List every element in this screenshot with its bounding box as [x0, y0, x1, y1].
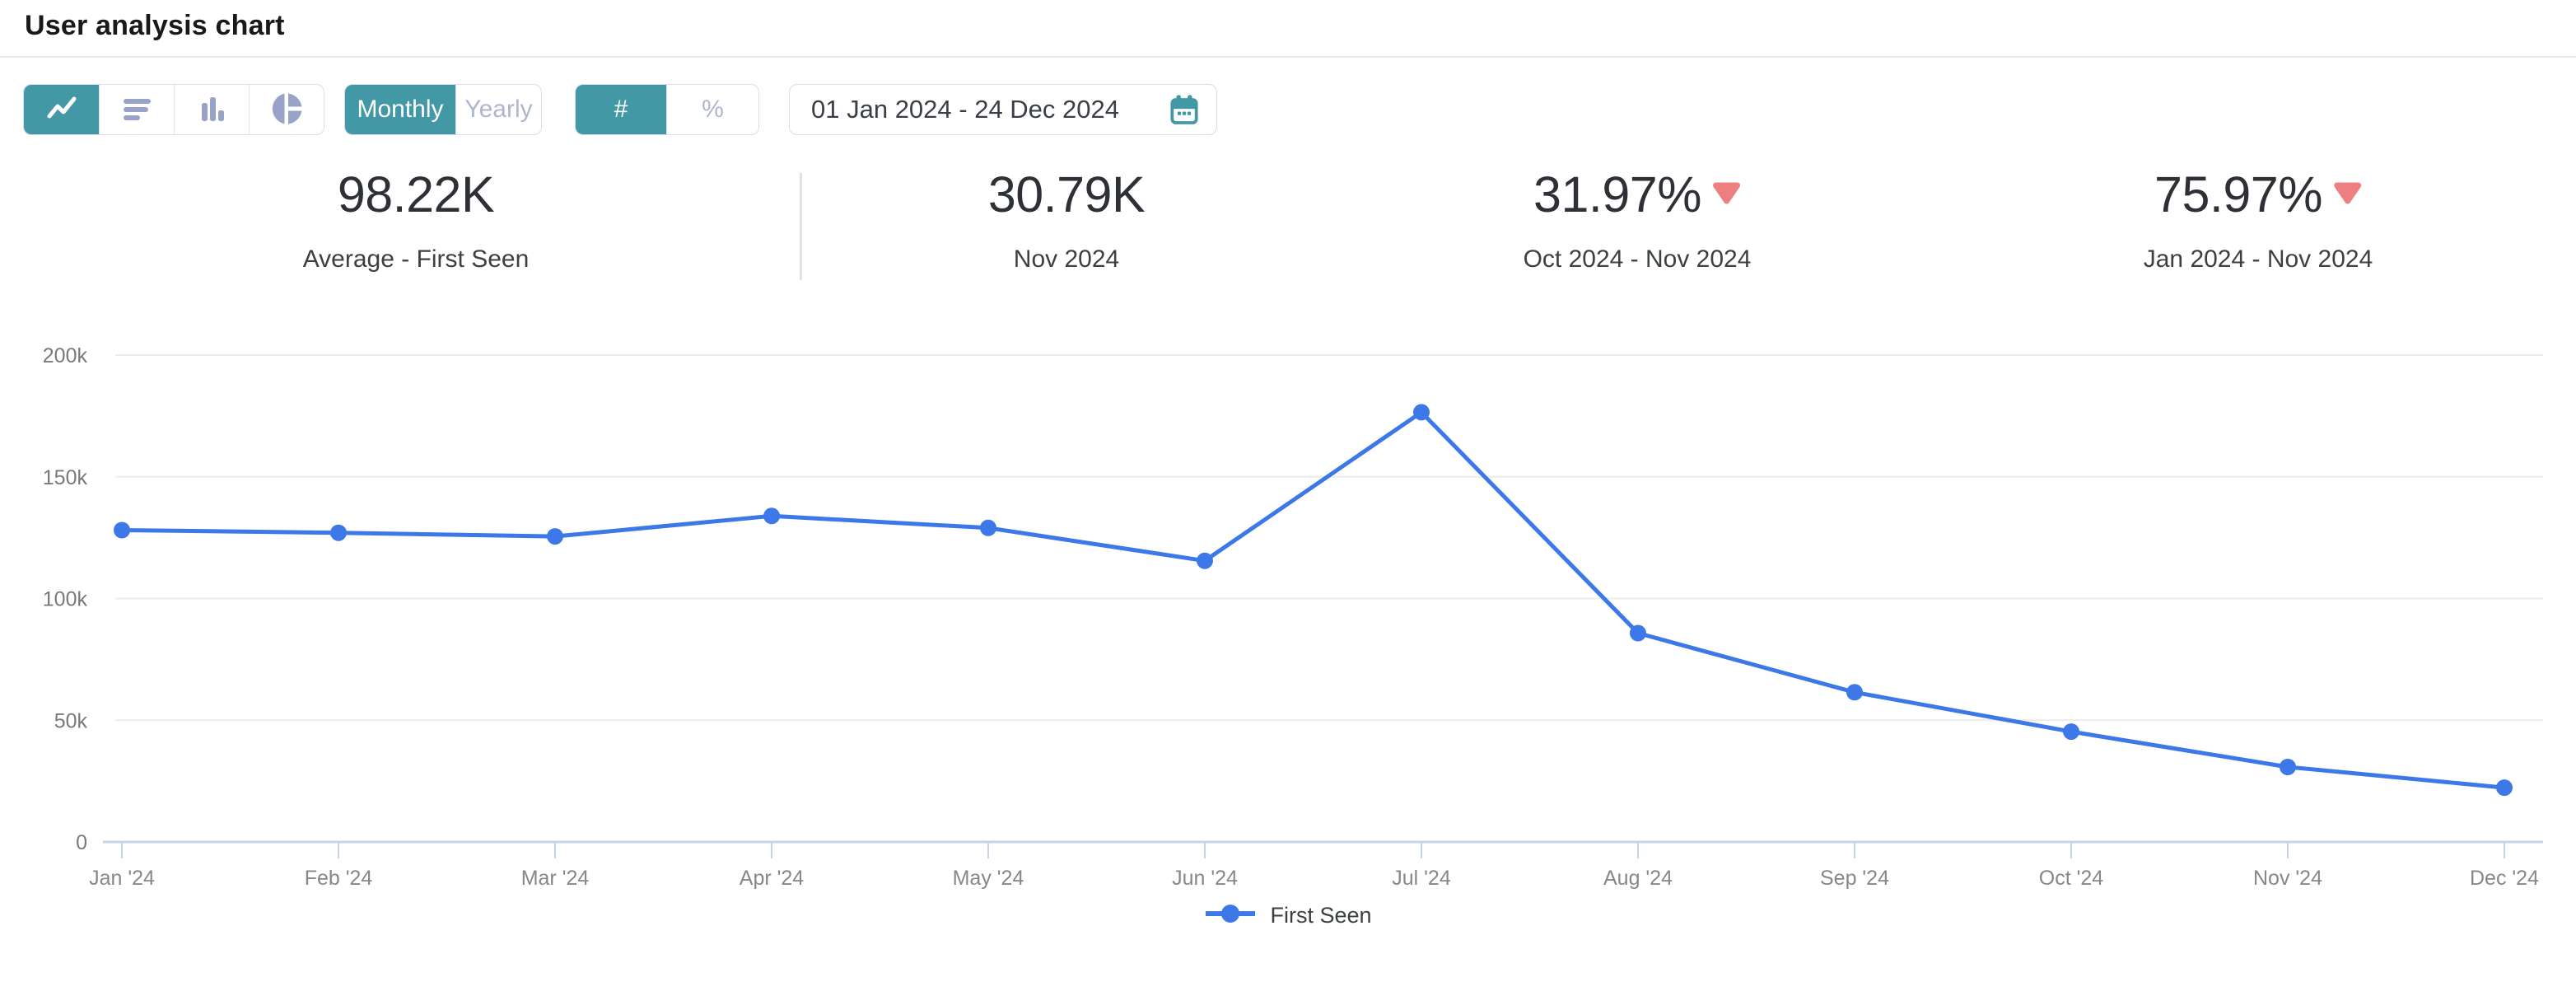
format-toggle-group: # %	[575, 84, 759, 135]
vertical-bar-chart-icon	[193, 90, 231, 130]
data-point[interactable]	[1197, 552, 1213, 569]
stat-value: 30.79K	[987, 166, 1146, 222]
series-line	[119, 409, 2507, 790]
date-range-value: 01 Jan 2024 - 24 Dec 2024	[811, 95, 1119, 124]
format-number-button[interactable]: #	[576, 85, 666, 134]
data-point[interactable]	[330, 524, 347, 541]
stat-value: 31.97%	[1533, 166, 1701, 222]
x-axis-tick-label: Nov '24	[2253, 867, 2322, 890]
line-chart-icon	[43, 90, 81, 130]
stat-label: Jan 2024 - Nov 2024	[2143, 246, 2373, 273]
stat-label: Oct 2024 - Nov 2024	[1523, 246, 1752, 273]
legend-line-marker-icon	[1204, 904, 1257, 928]
x-axis-tick-label: Jan '24	[89, 867, 155, 890]
pie-chart-icon	[268, 90, 306, 130]
data-point[interactable]	[763, 507, 780, 525]
format-percent-button[interactable]: %	[666, 85, 758, 134]
period-toggle-group: Monthly Yearly	[344, 84, 542, 135]
period-yearly-label: Yearly	[464, 96, 533, 123]
data-point[interactable]	[1630, 624, 1646, 642]
data-point[interactable]	[1413, 404, 1430, 421]
stat-month-over-month: 31.97% Oct 2024 - Nov 2024	[1524, 163, 1752, 274]
data-point[interactable]	[1846, 684, 1863, 701]
chart-type-line-button[interactable]	[24, 85, 99, 134]
chart-legend[interactable]: First Seen	[0, 903, 2576, 928]
stat-label: Nov 2024	[1013, 246, 1120, 273]
x-axis-tick-label: Mar '24	[521, 867, 590, 890]
stat-current-month: 30.79K Nov 2024	[987, 163, 1146, 274]
y-axis-tick-label: 200k	[43, 344, 88, 367]
format-percent-label: %	[702, 96, 724, 123]
stat-label: Average - First Seen	[302, 246, 530, 273]
period-yearly-button[interactable]: Yearly	[455, 85, 541, 134]
x-axis-tick-label: May '24	[953, 867, 1024, 890]
legend-series-label: First Seen	[1270, 903, 1372, 928]
x-axis-tick-label: Feb '24	[305, 867, 373, 890]
data-point[interactable]	[547, 528, 563, 545]
stat-divider	[800, 173, 802, 280]
calendar-icon	[1169, 94, 1200, 125]
x-axis-tick-label: Dec '24	[2470, 867, 2539, 890]
data-point[interactable]	[2063, 723, 2079, 741]
x-axis-tick-label: Jul '24	[1392, 867, 1451, 890]
x-axis-tick-label: Jun '24	[1172, 867, 1238, 890]
period-monthly-button[interactable]: Monthly	[345, 85, 455, 134]
header-divider	[0, 56, 2576, 58]
stat-value: 75.97%	[2154, 166, 2322, 222]
format-number-label: #	[614, 96, 628, 123]
x-axis-tick-label: Oct '24	[2039, 867, 2104, 890]
trend-down-icon	[1713, 181, 1741, 208]
data-point[interactable]	[2280, 759, 2296, 775]
stat-average-first-seen: 98.22K Average - First Seen	[303, 163, 530, 274]
data-point[interactable]	[2496, 779, 2513, 797]
chart-type-toggle-group	[23, 84, 324, 135]
data-point[interactable]	[980, 519, 996, 536]
horizontal-bar-chart-icon	[118, 90, 156, 130]
y-axis-tick-label: 100k	[43, 588, 88, 611]
x-axis-tick-label: Sep '24	[1820, 867, 1889, 890]
data-point[interactable]	[114, 521, 130, 539]
first-seen-line-chart: 0 50k 100k 150k 200k Jan '24 Feb '24 Mar '24 Apr…	[43, 344, 2543, 890]
date-range-picker[interactable]: 01 Jan 2024 - 24 Dec 2024	[789, 84, 1217, 135]
stat-year-over-period: 75.97% Jan 2024 - Nov 2024	[2144, 163, 2373, 274]
stat-value: 98.22K	[337, 166, 495, 222]
x-axis-tick-label: Aug '24	[1603, 867, 1673, 890]
period-monthly-label: Monthly	[357, 96, 444, 123]
y-axis-tick-label: 0	[76, 831, 87, 854]
y-axis-tick-label: 150k	[43, 466, 88, 489]
page-title: User analysis chart	[25, 10, 285, 41]
y-axis-tick-label: 50k	[54, 709, 88, 732]
chart-type-pie-button[interactable]	[249, 85, 324, 134]
chart-type-horizontal-bar-button[interactable]	[99, 85, 174, 134]
trend-down-icon	[2334, 181, 2362, 208]
chart-type-vertical-bar-button[interactable]	[174, 85, 249, 134]
x-axis-tick-label: Apr '24	[740, 867, 805, 890]
